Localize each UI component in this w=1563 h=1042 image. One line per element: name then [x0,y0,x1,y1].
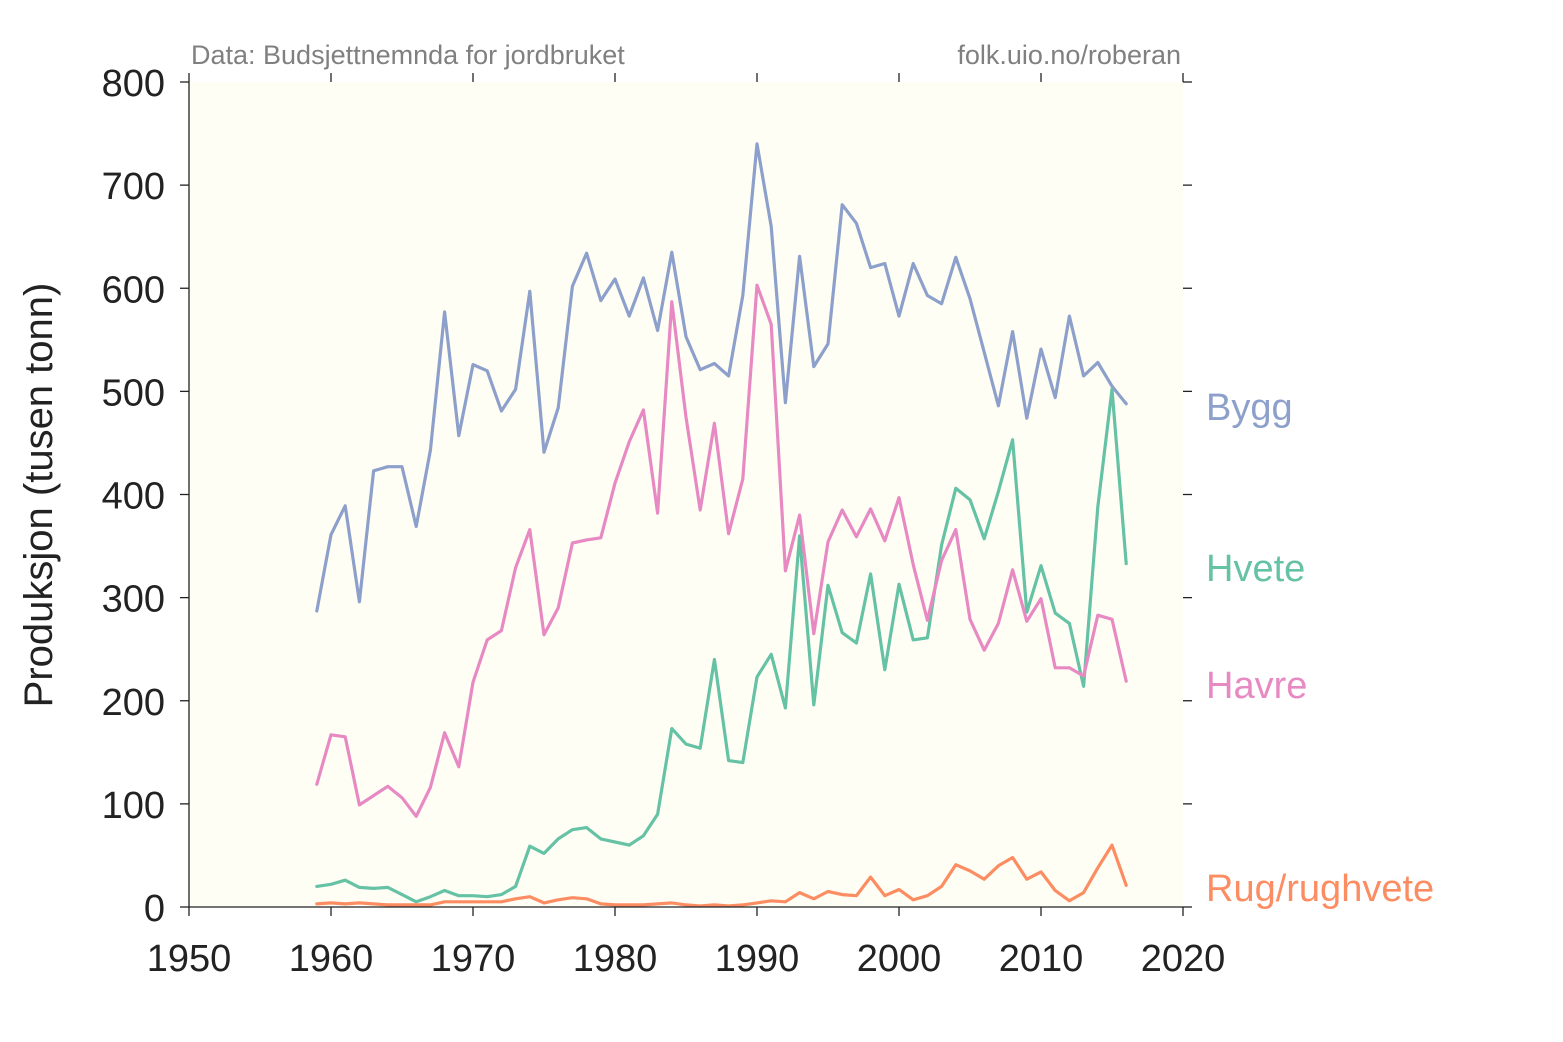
y-tick-label: 200 [102,682,165,724]
y-axis-label: Produksjon (tusen tonn) [17,283,61,708]
x-tick-label: 1990 [715,938,800,980]
series-lines [315,142,1128,908]
series-label-0: Bygg [1206,387,1293,429]
series-line-2 [315,283,1128,818]
series-label-2: Havre [1206,665,1307,707]
series-labels: Bygg Hvete Havre Rug/rughvete [1206,387,1434,910]
y-tick-label: 0 [144,888,165,930]
y-tick-labels: 0 100 200 300 400 500 600 700 800 [102,63,165,930]
tick-marks [180,73,1192,916]
x-tick-label: 1960 [289,938,374,980]
series-label-3: Rug/rughvete [1206,868,1434,910]
x-tick-label: 2000 [857,938,942,980]
series-label-1: Hvete [1206,548,1305,590]
x-tick-label: 1970 [431,938,516,980]
x-tick-label: 2010 [999,938,1084,980]
credit-note: folk.uio.no/roberan [957,40,1181,70]
y-tick-label: 300 [102,579,165,621]
y-tick-label: 400 [102,476,165,518]
series-line-1 [315,387,1128,904]
series-line-3 [315,843,1128,908]
x-tick-label: 2020 [1141,938,1226,980]
y-tick-label: 800 [102,63,165,105]
y-tick-label: 500 [102,372,165,414]
plot-area [189,82,1183,907]
series-line-0 [315,142,1128,613]
x-tick-label: 1950 [147,938,232,980]
y-tick-label: 100 [102,785,165,827]
x-tick-label: 1980 [573,938,658,980]
x-tick-labels: 1950 1960 1970 1980 1990 2000 2010 2020 [147,938,1226,980]
y-tick-label: 600 [102,269,165,311]
y-tick-label: 700 [102,166,165,208]
source-note: Data: Budsjettnemnda for jordbruket [191,40,625,70]
